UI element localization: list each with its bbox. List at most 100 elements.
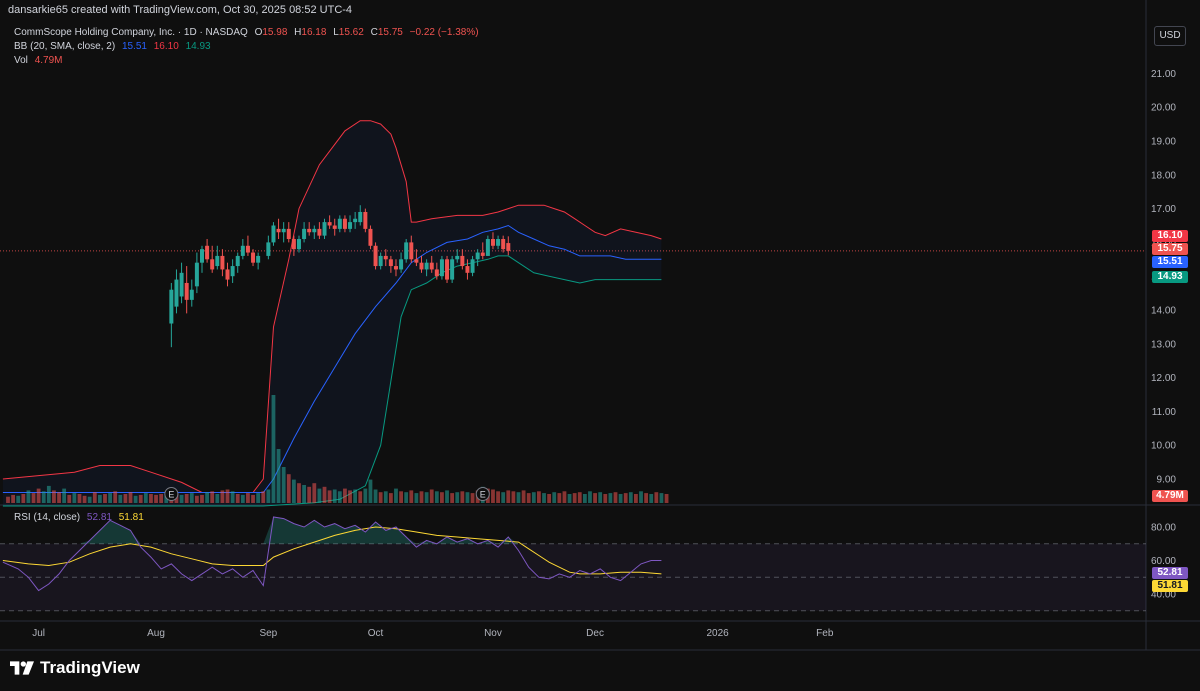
volume-bar xyxy=(11,494,16,503)
candle-body xyxy=(439,259,444,277)
bb-lower-price-label: 14.93 xyxy=(1152,271,1188,283)
volume-bar xyxy=(307,486,312,503)
currency-button[interactable]: USD xyxy=(1154,26,1186,46)
symbol-legend[interactable]: CommScope Holding Company, Inc. · 1D · N… xyxy=(14,27,483,38)
price-axis-tick: 13.00 xyxy=(1151,339,1176,350)
candle xyxy=(383,249,388,267)
volume-bar xyxy=(588,491,592,503)
candle-body xyxy=(445,259,450,280)
time-axis-label: 2026 xyxy=(706,628,729,639)
rsi-price-label: 52.81 xyxy=(1152,567,1188,579)
candle-body xyxy=(240,245,245,256)
volume-bar xyxy=(562,491,567,503)
volume-bar xyxy=(552,492,557,503)
rsi-line xyxy=(2,516,662,592)
candle xyxy=(179,262,184,304)
candle-body xyxy=(179,272,184,297)
candle-body xyxy=(245,245,250,253)
candle xyxy=(475,249,480,267)
volume-bar xyxy=(194,495,199,503)
candle xyxy=(496,235,501,250)
volume-bar xyxy=(577,492,582,503)
volume-bar xyxy=(557,493,562,503)
candle-body xyxy=(393,266,398,270)
volume-bar xyxy=(235,494,240,503)
candle-body xyxy=(215,255,220,267)
earnings-marker-label: E xyxy=(480,490,486,500)
price-axis-tick: 12.00 xyxy=(1151,373,1176,384)
candle-body xyxy=(368,228,373,246)
volume-bar xyxy=(164,495,169,503)
volume-bar xyxy=(261,491,266,503)
candle-body xyxy=(312,228,317,233)
volume-bar xyxy=(67,494,72,503)
candle-body xyxy=(169,289,174,324)
candle xyxy=(501,235,506,253)
candle xyxy=(445,255,450,283)
volume-bar xyxy=(419,491,424,503)
candle-body xyxy=(363,211,368,229)
candle xyxy=(199,245,204,273)
price-axis-tick: 19.00 xyxy=(1151,137,1176,148)
candle xyxy=(332,218,337,236)
brand-name: TradingView xyxy=(40,658,140,677)
candle-body xyxy=(174,279,179,307)
candle-body xyxy=(281,228,286,233)
volume-bar xyxy=(465,492,470,503)
rsi-label: RSI (14, close) xyxy=(14,512,81,523)
volume-bar xyxy=(87,496,92,503)
candle-body xyxy=(184,282,189,300)
volume-bar xyxy=(409,490,414,503)
time-axis-label: Aug xyxy=(147,628,165,639)
time-axis-label: Jul xyxy=(32,628,45,639)
volume-bar xyxy=(21,494,26,503)
rsi-pane xyxy=(2,516,662,592)
candle xyxy=(358,205,363,226)
volume-bar xyxy=(154,494,158,503)
volume-bar xyxy=(149,494,153,503)
volume-bar xyxy=(516,492,521,503)
candlesticks xyxy=(169,205,511,348)
volume-bar xyxy=(62,488,67,503)
volume-bar xyxy=(450,493,455,503)
candle xyxy=(414,249,419,267)
volume-bar xyxy=(240,494,245,503)
candle xyxy=(399,252,404,273)
volume-bar xyxy=(542,493,546,503)
volume-bar xyxy=(496,491,500,503)
candle-body xyxy=(302,228,307,240)
volume-bar xyxy=(598,492,603,503)
volume-bar xyxy=(537,491,541,503)
volume-bar xyxy=(143,493,148,503)
volume-bar xyxy=(41,491,46,503)
price-axis-tick: 20.00 xyxy=(1151,103,1176,114)
candle-body xyxy=(276,228,281,233)
candle xyxy=(368,225,373,250)
candle-body xyxy=(429,262,434,270)
candle xyxy=(169,282,174,348)
candle xyxy=(327,215,332,229)
time-axis-label: Nov xyxy=(484,628,502,639)
volume-legend[interactable]: Vol 4.79M xyxy=(14,55,66,66)
candle-body xyxy=(327,222,332,226)
price-axis-tick: 10.00 xyxy=(1151,441,1176,452)
volume-bar xyxy=(353,489,358,503)
volume-bar xyxy=(276,449,281,503)
candle-body xyxy=(378,255,383,267)
candle xyxy=(465,259,470,280)
volume-bar xyxy=(179,494,184,503)
tradingview-logo[interactable]: TradingView xyxy=(10,657,140,679)
candle xyxy=(363,208,368,233)
rsi-legend[interactable]: RSI (14, close) 52.81 51.81 xyxy=(14,512,148,523)
volume-bar xyxy=(613,492,618,503)
candle xyxy=(470,255,475,277)
grid xyxy=(0,0,1200,651)
volume-bar xyxy=(16,495,21,503)
time-axis-label: Oct xyxy=(368,628,384,639)
volume-bar xyxy=(97,494,102,503)
bb-legend[interactable]: BB (20, SMA, close, 2) 15.51 16.10 14.93 xyxy=(14,41,215,52)
volume-bar xyxy=(26,490,31,503)
volume-bar xyxy=(189,493,194,503)
volume-bar xyxy=(567,494,572,503)
candle-body xyxy=(317,228,322,236)
